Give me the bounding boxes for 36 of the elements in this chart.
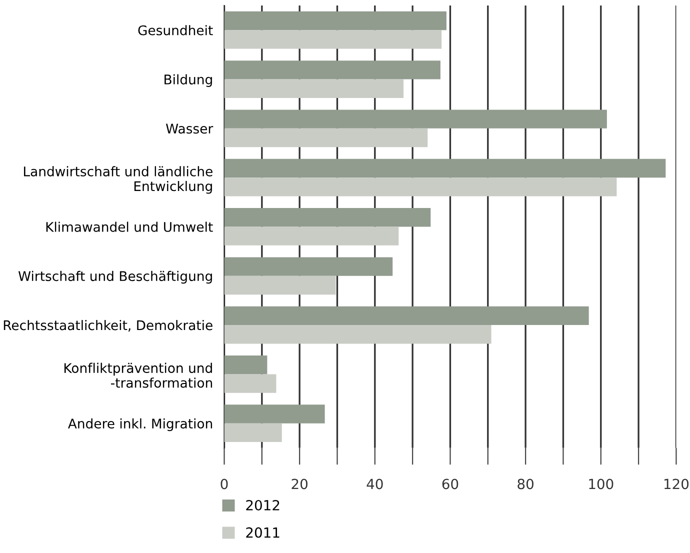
y-tick-label: Klimawandel und Umwelt [46,222,213,232]
bar [224,178,617,196]
bar [224,128,428,148]
bar [224,306,589,326]
y-tick-label: Wasser [166,124,214,134]
bar [224,374,276,393]
y-tick-label: Bildung [164,74,212,88]
bar [224,110,607,128]
bar [224,257,393,276]
x-tick-label: 100 [589,478,614,490]
bar [224,79,404,98]
x-tick-label: 120 [664,478,689,490]
bar [224,60,440,80]
x-tick-label: 40 [366,478,383,490]
bar [224,208,431,227]
y-tick-label: Andere inkl. Migration [68,418,212,432]
bar [224,226,399,246]
y-tick-label: Konfliktprävention und -transformation [64,362,212,388]
x-tick-label: 60 [442,478,458,490]
legend-label: 2012 [246,500,280,510]
bar [224,30,442,49]
y-tick-label: Gesundheit [138,25,213,36]
bar [224,356,268,374]
bar [224,158,666,178]
bar [224,325,492,344]
bar [224,276,336,295]
bar [224,11,446,30]
bar [224,404,325,424]
y-tick-label: Rechtsstaatlichkeit, Demokratie [4,320,212,332]
x-tick-label: 0 [220,478,228,490]
y-tick-label: Landwirtschaft und ländliche Entwicklung [24,166,212,194]
y-tick-label: Wirtschaft und Beschäftigung [18,270,212,284]
bar [224,423,282,442]
x-tick-label: 20 [292,478,308,490]
legend-label: 2011 [246,527,280,538]
x-tick-label: 80 [518,478,534,490]
